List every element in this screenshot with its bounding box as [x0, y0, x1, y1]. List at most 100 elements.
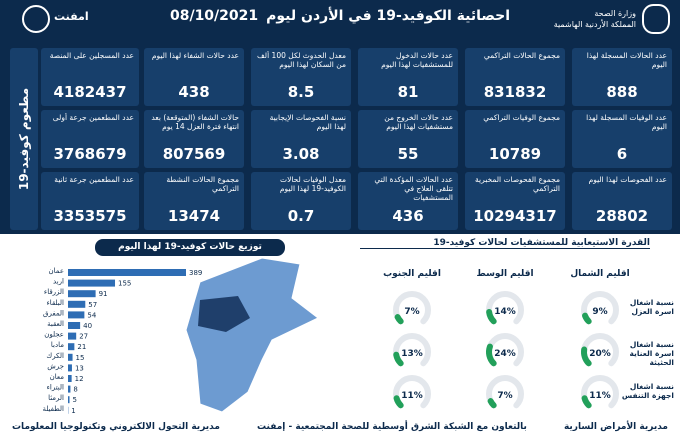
stat-value: 6 — [616, 145, 628, 163]
ministry-name: وزارة الصحة — [594, 9, 636, 18]
gauge-label: 20% — [589, 349, 611, 359]
stat-value: 438 — [178, 83, 210, 101]
gauge-label: 11% — [589, 391, 611, 401]
gauge-arc — [393, 351, 404, 367]
bar-value: 91 — [99, 290, 108, 298]
stat-value: 8.5 — [287, 83, 315, 101]
bar-title: توزيع حالات كوفيد-19 لهذا اليوم — [95, 239, 285, 256]
gauge-arc — [582, 312, 592, 325]
stat-card: مجموع الحالات النشطة التراكمي 13474 — [144, 172, 244, 230]
bar — [68, 332, 77, 340]
category-label: الرمثا — [48, 394, 64, 402]
stat-card: معدل الوفيات لحالات الكوفيد-19 لهذا اليو… — [251, 172, 351, 230]
gauge-arc — [394, 314, 404, 325]
row-label: نسبة اشغال اسرة العزل — [629, 298, 674, 316]
gauge-arc — [486, 343, 497, 367]
bar — [68, 322, 81, 329]
stat-label: نسبة الفحوصات الإيجابية لهذا اليوم — [269, 113, 346, 131]
category-label: الكرك — [46, 352, 64, 360]
bar — [68, 279, 116, 287]
bar-value: 15 — [76, 354, 85, 362]
stat-value: 888 — [606, 83, 638, 101]
category-label: البتراء — [47, 384, 64, 392]
stat-value: 3.08 — [282, 145, 320, 163]
category-label: عمان — [49, 267, 65, 275]
gauge-label: 9% — [592, 307, 607, 317]
stat-label: مجموع الحالات النشطة التراكمي — [166, 175, 239, 193]
gauge-label: 24% — [494, 349, 516, 359]
stat-card: عدد حالات الشفاء لهذا اليوم 438 — [144, 48, 244, 106]
stat-label: عدد حالات الدخول للمستشفيات لهذا اليوم — [381, 51, 453, 69]
gauge-title: القدرة الاستيعابية للمستشفيات لحالات كوف… — [360, 238, 650, 249]
category-label: الزرقاء — [44, 288, 64, 296]
emblem — [642, 4, 670, 34]
stat-label: عدد حالات الشفاء لهذا اليوم — [151, 51, 239, 60]
footer-center: بالتعاون مع الشبكة الشرق أوسطية للصحة ال… — [257, 422, 527, 432]
stat-card: عدد المطعمين جرعة أولى 3768679 — [41, 110, 139, 168]
gauge-arc — [487, 398, 497, 409]
stat-label: مجموع الفحوصات المخبرية التراكمي — [475, 175, 560, 193]
gauge-track — [486, 375, 524, 409]
bar — [68, 385, 71, 393]
stat-value: 4182437 — [53, 83, 127, 101]
kingdom-name: المملكة الأردنية الهاشمية — [553, 20, 636, 29]
stat-card: مجموع الوفيات التراكمي 10789 — [465, 110, 565, 168]
stat-card: مجموع الحالات التراكمي 831832 — [465, 48, 565, 106]
stat-value: 55 — [397, 145, 419, 163]
bar-value: 389 — [189, 269, 202, 277]
map — [185, 257, 319, 413]
gauge-label: 14% — [494, 307, 516, 317]
header: احصائية الكوفيد-19 في الأردن ليوم 08/10/… — [150, 8, 530, 24]
partner-logo — [22, 5, 50, 33]
gauge-track — [393, 291, 431, 325]
category-label: العقبة — [47, 320, 64, 328]
stat-label: عدد الحالات المؤكدة التي تتلقى العلاج في… — [374, 175, 453, 202]
gauge-label: 7% — [404, 307, 419, 317]
category-label: معان — [50, 373, 65, 381]
stat-label: عدد المطعمين جرعة أولى — [52, 113, 134, 122]
stat-card: حالات الشفاء (المتوقعة) بعد انتهاء فترة … — [144, 110, 244, 168]
bar — [68, 375, 72, 382]
stat-value: 10294317 — [473, 207, 557, 225]
bar — [68, 269, 186, 276]
bar-value: 8 — [73, 386, 77, 394]
bar-value: 12 — [75, 375, 84, 383]
stat-label: مجموع الوفيات التراكمي — [483, 113, 560, 122]
stat-value: 10789 — [488, 145, 542, 163]
date: 08/10/2021 — [169, 8, 259, 24]
footer-right: مديرية الأمراض السارية — [563, 422, 668, 432]
bar — [68, 311, 85, 319]
stat-value: 831832 — [483, 83, 547, 101]
category-label: البلقاء — [47, 299, 65, 307]
bar-value: 57 — [88, 301, 97, 309]
column-label: اقليم الجنوب — [383, 269, 441, 279]
gauge-label: 7% — [497, 391, 512, 401]
footer-left: مديرية التحول الالكتروني وتكنولوجيا المع… — [12, 422, 220, 432]
stat-card: عدد الفحوصات لهذا اليوم 28802 — [572, 172, 672, 230]
bar — [68, 290, 96, 298]
bar — [68, 353, 73, 361]
stat-value: 3768679 — [53, 145, 127, 163]
stat-value: 3353575 — [53, 207, 127, 225]
stat-value: 13474 — [167, 207, 221, 225]
title: احصائية الكوفيد-19 في الأردن ليوم — [266, 8, 511, 24]
row-label: نسبة اشغال اجهزة التنفس — [621, 382, 674, 400]
bar-value: 5 — [73, 396, 77, 404]
stat-label: معدل الوفيات لحالات الكوفيد-19 لهذا اليو… — [279, 175, 346, 193]
stat-value: 0.7 — [287, 207, 315, 225]
map-amman — [198, 296, 250, 332]
stat-card: عدد الحالات المؤكدة التي تتلقى العلاج في… — [358, 172, 458, 230]
bar-value: 1 — [71, 407, 75, 415]
stat-value: 807569 — [162, 145, 226, 163]
stat-card: عدد المطعمين جرعة ثانية 3353575 — [41, 172, 139, 230]
vaccine-strip: مطعوم كوفيد-19 — [10, 48, 38, 230]
bar-value: 54 — [87, 311, 96, 319]
stat-label: عدد الوفيات المسجلة لهذا اليوم — [586, 113, 667, 131]
stat-value: 436 — [392, 207, 424, 225]
category-label: المفرق — [43, 309, 64, 317]
column-label: اقليم الوسط — [476, 269, 533, 279]
category-label: جرش — [47, 362, 64, 370]
gauge-label: 13% — [401, 349, 423, 359]
